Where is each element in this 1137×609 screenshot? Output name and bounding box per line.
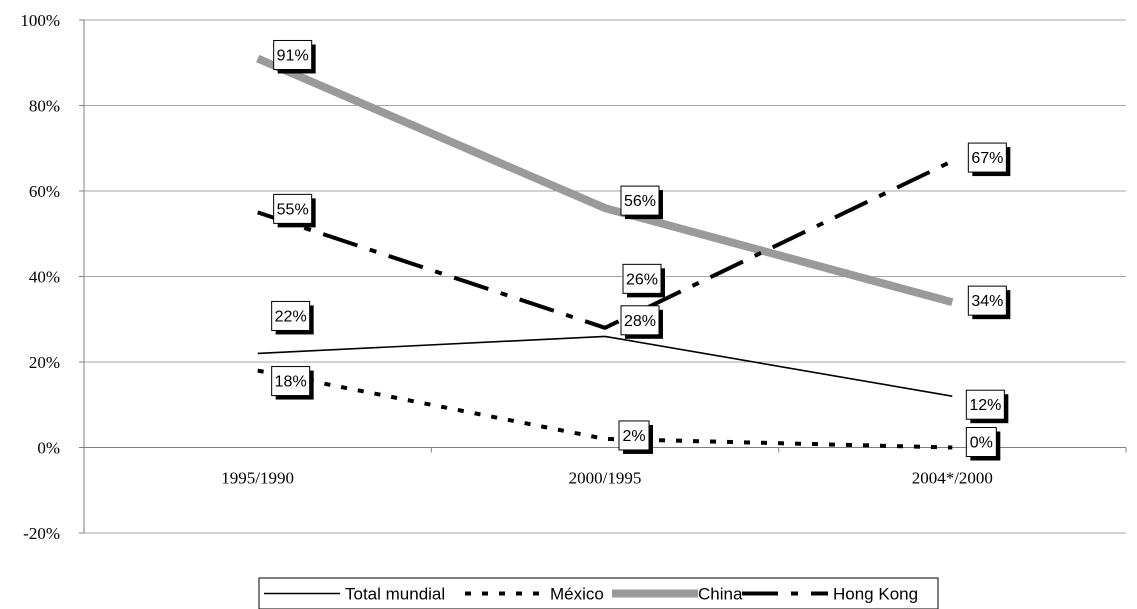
- data-label: 0%: [970, 435, 993, 452]
- data-label: 67%: [971, 150, 1003, 167]
- x-axis-ticks: 1995/1990 2000/1995 2004*/2000: [221, 469, 993, 488]
- legend-label: Total mundial: [345, 585, 445, 604]
- legend: Total mundial México China Hong Kong: [258, 577, 939, 609]
- y-tick-label: 100%: [20, 11, 60, 30]
- y-axis-ticks: 100% 80% 60% 40% 20% 0% -20%: [20, 11, 60, 543]
- y-tick-label: 20%: [29, 353, 60, 372]
- data-label: 56%: [624, 193, 656, 210]
- y-tick-label: 40%: [29, 268, 60, 287]
- data-label: 34%: [971, 293, 1003, 310]
- data-label-box: [618, 420, 650, 451]
- x-tick-label: 2000/1995: [569, 469, 642, 488]
- data-label: 91%: [277, 47, 309, 64]
- data-label: 12%: [969, 397, 1001, 414]
- legend-label: México: [550, 585, 604, 604]
- data-label: 55%: [277, 201, 309, 218]
- data-label-box: [620, 305, 660, 336]
- gridlines: [84, 19, 1126, 534]
- data-label-box: [273, 193, 313, 224]
- series-line-0: [257, 335, 953, 397]
- y-tick-label: 60%: [29, 182, 60, 201]
- y-tick-label: 0%: [37, 439, 60, 458]
- data-label: 2%: [622, 428, 645, 445]
- y-tick-label: 80%: [29, 97, 60, 116]
- series-line-3: [257, 159, 954, 330]
- data-label-box: [273, 39, 313, 70]
- legend-label: China: [698, 585, 743, 604]
- data-label-box: [965, 427, 997, 457]
- data-label: 26%: [626, 271, 658, 288]
- x-tick-label: 1995/1990: [221, 469, 294, 488]
- data-label-box: [967, 142, 1007, 173]
- data-label-box: [271, 300, 311, 331]
- data-label: 22%: [275, 308, 307, 325]
- series-lines: [256, 54, 954, 450]
- data-label-box: [620, 185, 660, 216]
- data-labels: 22% 26% 12% 18% 2% 0% 91% 56% 34% 55% 28% 67%: [271, 39, 1011, 461]
- data-label: 18%: [275, 374, 307, 391]
- data-label-box: [965, 389, 1005, 420]
- data-label-box: [622, 263, 662, 294]
- y-tick-label: -20%: [23, 524, 60, 543]
- legend-label: Hong Kong: [833, 585, 918, 604]
- axes: [79, 19, 1127, 534]
- series-line-1: [257, 368, 953, 450]
- data-label: 28%: [624, 313, 656, 330]
- data-label-box: [967, 285, 1007, 316]
- x-tick-label: 2004*/2000: [912, 469, 993, 488]
- series-line-2: [256, 54, 954, 307]
- data-label-box: [271, 366, 311, 397]
